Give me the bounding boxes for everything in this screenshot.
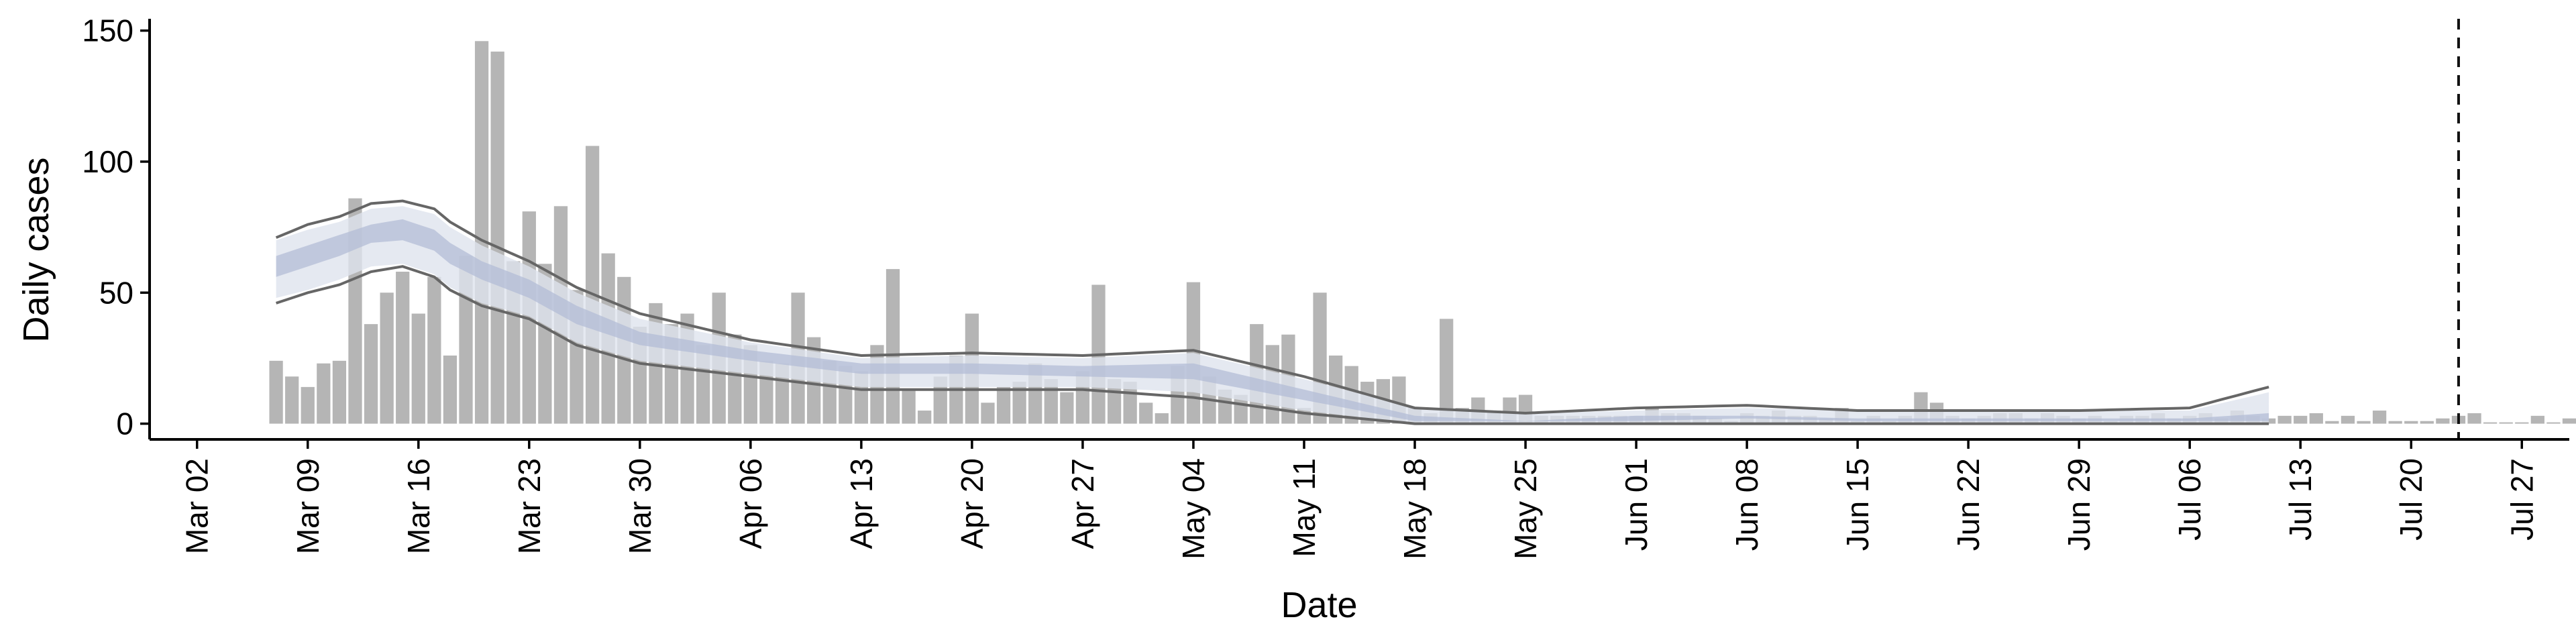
model-upper-line (275, 199, 2269, 415)
y-tick-label: 0 (116, 407, 133, 441)
axes: 0 50 100 150 Mar 02 Mar 09 Mar 16 Mar 23 Mar 30 A… (82, 13, 2569, 559)
x-tick-label: May 18 (1397, 458, 1432, 559)
case-bar (996, 386, 1011, 424)
case-bar (411, 313, 425, 424)
case-bar (759, 360, 773, 424)
x-tick-label: Mar 30 (623, 458, 657, 554)
case-bar (2546, 422, 2561, 424)
case-bar (2420, 421, 2434, 424)
case-bar (364, 324, 378, 424)
case-bar (443, 356, 458, 424)
case-bar (1440, 319, 1454, 424)
y-axis-label: Daily cases (16, 157, 56, 342)
x-tick-label: Jun 29 (2061, 458, 2096, 551)
case-bar (585, 146, 600, 424)
case-bar (2277, 415, 2292, 424)
case-bar (2467, 413, 2481, 424)
x-tick-label: Jul 27 (2504, 458, 2539, 541)
case-bar (317, 363, 331, 424)
case-bar (474, 41, 489, 424)
case-bar (902, 389, 916, 424)
x-tick-label: Mar 02 (180, 458, 215, 554)
case-bar (2341, 415, 2355, 424)
x-tick-label: Apr 13 (844, 458, 879, 549)
case-bar (2436, 418, 2450, 424)
case-bar (2325, 421, 2339, 424)
x-tick-label: Jun 15 (1840, 458, 1875, 551)
case-bar (396, 272, 410, 424)
x-tick-label: Jul 06 (2172, 458, 2207, 541)
x-tick-label: Apr 06 (733, 458, 768, 549)
case-bar (981, 402, 995, 424)
case-bar (2294, 415, 2308, 424)
x-tick-label: Jun 08 (1729, 458, 1764, 551)
case-bar (301, 386, 315, 424)
case-bar (918, 411, 932, 424)
case-bar (1218, 389, 1232, 424)
case-bar (1155, 413, 1169, 424)
y-tick-label: 50 (99, 275, 133, 310)
case-bar (490, 51, 504, 424)
case-bar (1060, 392, 1074, 424)
case-bar (1012, 382, 1026, 424)
case-bar (1186, 282, 1201, 424)
case-bar (2499, 422, 2513, 424)
x-axis-label: Date (1281, 585, 1357, 625)
case-bar (1234, 394, 1248, 424)
model-lower-line (275, 265, 2269, 425)
x-tick-label: Jun 01 (1619, 458, 1654, 551)
x-tick-label: Apr 20 (955, 458, 989, 549)
x-tick-label: Jul 20 (2394, 458, 2428, 541)
case-bar (1139, 402, 1153, 424)
case-bar (2515, 422, 2529, 424)
x-tick-label: Mar 09 (290, 458, 325, 554)
x-tick-label: Mar 16 (401, 458, 436, 554)
case-bar (775, 363, 790, 424)
case-bar (2404, 421, 2418, 424)
case-bar (2483, 422, 2498, 424)
case-bar (2357, 421, 2371, 424)
x-tick-label: May 11 (1287, 458, 1322, 557)
case-bar (2530, 415, 2544, 424)
x-tick-label: Mar 23 (512, 458, 547, 554)
case-bar (459, 256, 473, 424)
case-bar (2388, 421, 2402, 424)
x-tick-label: May 25 (1508, 458, 1543, 559)
y-tick-label: 100 (82, 144, 133, 179)
x-tick-label: Jul 13 (2283, 458, 2318, 541)
model-outer-band (276, 206, 2269, 424)
case-bar (285, 376, 299, 424)
case-bar (885, 269, 900, 424)
case-bar (2372, 411, 2387, 424)
case-bar (2309, 413, 2323, 424)
case-bar (380, 292, 394, 424)
y-tick-label: 150 (82, 13, 133, 48)
case-bar (2562, 418, 2576, 424)
case-bar (269, 360, 283, 424)
x-tick-label: May 04 (1176, 458, 1211, 559)
case-bar (427, 276, 441, 424)
plot-area (269, 41, 2576, 425)
case-bar (332, 360, 347, 424)
x-tick-label: Jun 22 (1951, 458, 1986, 551)
x-tick-label: Apr 27 (1065, 458, 1100, 549)
